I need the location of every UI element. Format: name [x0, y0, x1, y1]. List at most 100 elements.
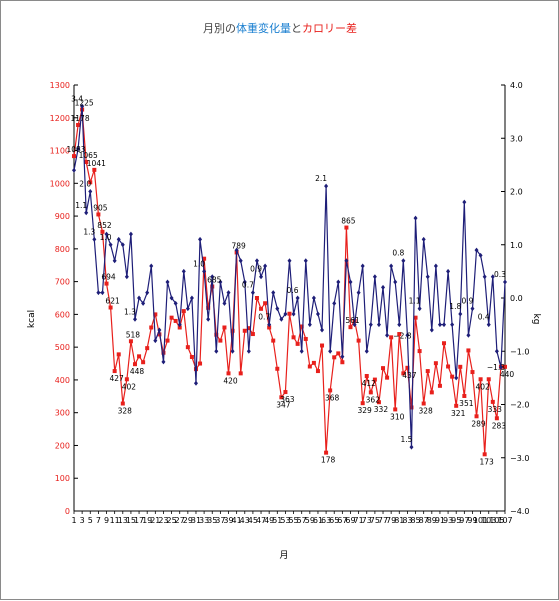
y-left-tick-label: 1200 — [50, 114, 70, 123]
point-weight — [210, 274, 215, 280]
data-label-calorie: 865 — [341, 217, 356, 226]
point-weight — [169, 295, 174, 301]
point-weight — [206, 316, 211, 322]
data-label-weight: 3.4 — [71, 94, 83, 103]
title-part-3: と — [291, 22, 302, 35]
point-calorie — [246, 326, 251, 331]
data-label-weight: 0.3 — [494, 270, 506, 279]
data-label-calorie: 420 — [223, 376, 238, 385]
x-tick-label: 91 — [435, 516, 445, 525]
data-label-weight: −2.8 — [393, 331, 411, 340]
point-calorie — [218, 338, 223, 343]
x-tick-label: 107 — [497, 516, 512, 525]
point-calorie — [450, 374, 455, 379]
point-calorie — [271, 338, 276, 343]
point-weight — [250, 290, 255, 296]
data-label-calorie: 852 — [97, 221, 112, 230]
x-tick-label: 81 — [394, 516, 404, 525]
data-label-weight: 2.0 — [79, 180, 91, 189]
point-weight — [242, 279, 247, 285]
x-tick-label: 69 — [345, 516, 355, 525]
x-tick-label: 23 — [158, 516, 168, 525]
x-tick-label: 73 — [362, 516, 372, 525]
point-weight — [393, 279, 398, 285]
x-tick-label: 67 — [337, 516, 347, 525]
point-calorie — [474, 414, 479, 419]
point-weight — [458, 311, 463, 317]
point-weight — [181, 268, 186, 274]
point-weight — [429, 327, 434, 333]
x-tick-label: 55 — [288, 516, 298, 525]
y-left-tick-label: 500 — [55, 343, 70, 352]
point-weight — [470, 306, 475, 312]
y-left-tick-label: 900 — [55, 212, 70, 221]
point-calorie — [356, 338, 361, 343]
point-weight — [413, 215, 418, 221]
point-weight — [348, 279, 353, 285]
point-weight — [173, 300, 178, 306]
point-calorie — [230, 328, 235, 333]
data-label-calorie: 321 — [451, 409, 466, 418]
x-tick-label: 71 — [354, 516, 364, 525]
point-calorie — [454, 403, 459, 408]
x-tick-label: 13 — [118, 516, 128, 525]
point-weight — [332, 300, 337, 306]
x-tick-label: 79 — [386, 516, 396, 525]
data-label-calorie: 178 — [321, 456, 336, 465]
data-label-calorie: 329 — [358, 406, 373, 415]
x-tick-label: 97 — [459, 516, 469, 525]
y-left-tick-label: 600 — [55, 310, 70, 319]
point-weight — [315, 311, 320, 317]
point-weight — [320, 327, 325, 333]
data-label-calorie: 332 — [374, 405, 389, 414]
point-calorie — [381, 366, 386, 371]
point-weight — [417, 306, 422, 312]
point-weight — [409, 444, 414, 450]
point-calorie — [145, 346, 150, 351]
data-label-calorie: 1041 — [87, 159, 106, 168]
x-tick-label: 87 — [419, 516, 429, 525]
data-label-calorie: 437 — [402, 371, 417, 380]
data-label-weight: 0.4 — [478, 313, 490, 322]
point-calorie — [324, 450, 329, 455]
point-calorie — [486, 377, 491, 382]
data-label-calorie: 363 — [280, 395, 295, 404]
data-label-weight: 0.9 — [462, 297, 474, 306]
y-right-tick-label: 4.0 — [510, 81, 523, 90]
y-right-tick-label: 3.0 — [510, 134, 523, 143]
data-label-calorie: 347 — [276, 400, 291, 409]
x-tick-label: 93 — [443, 516, 453, 525]
point-weight — [450, 322, 455, 328]
point-weight — [442, 322, 447, 328]
point-calorie — [348, 325, 353, 330]
point-calorie — [226, 371, 231, 376]
point-weight — [324, 183, 329, 189]
x-tick-label: 3 — [80, 516, 85, 525]
point-weight — [141, 300, 146, 306]
point-calorie — [263, 301, 268, 306]
point-calorie — [291, 335, 296, 340]
x-tick-label: 41 — [232, 516, 242, 525]
x-tick-label: 75 — [370, 516, 380, 525]
point-calorie — [275, 366, 280, 371]
point-weight — [234, 247, 239, 253]
point-weight — [120, 242, 125, 248]
point-weight — [401, 258, 406, 264]
y-axis-left-label: kcal — [27, 310, 37, 328]
point-weight — [283, 311, 288, 317]
point-calorie — [173, 318, 178, 323]
x-tick-label: 5 — [88, 516, 93, 525]
point-weight — [157, 327, 162, 333]
point-weight — [454, 375, 459, 381]
point-calorie — [88, 180, 93, 185]
point-weight — [425, 274, 430, 280]
point-calorie — [169, 315, 174, 320]
point-calorie — [401, 371, 406, 376]
point-weight — [72, 167, 76, 173]
y-left-tick-label: 200 — [55, 441, 70, 450]
point-calorie — [267, 325, 272, 330]
y-right-tick-label: 1.0 — [510, 241, 523, 250]
point-weight — [344, 258, 349, 264]
point-calorie — [462, 393, 467, 398]
point-weight — [311, 295, 316, 301]
